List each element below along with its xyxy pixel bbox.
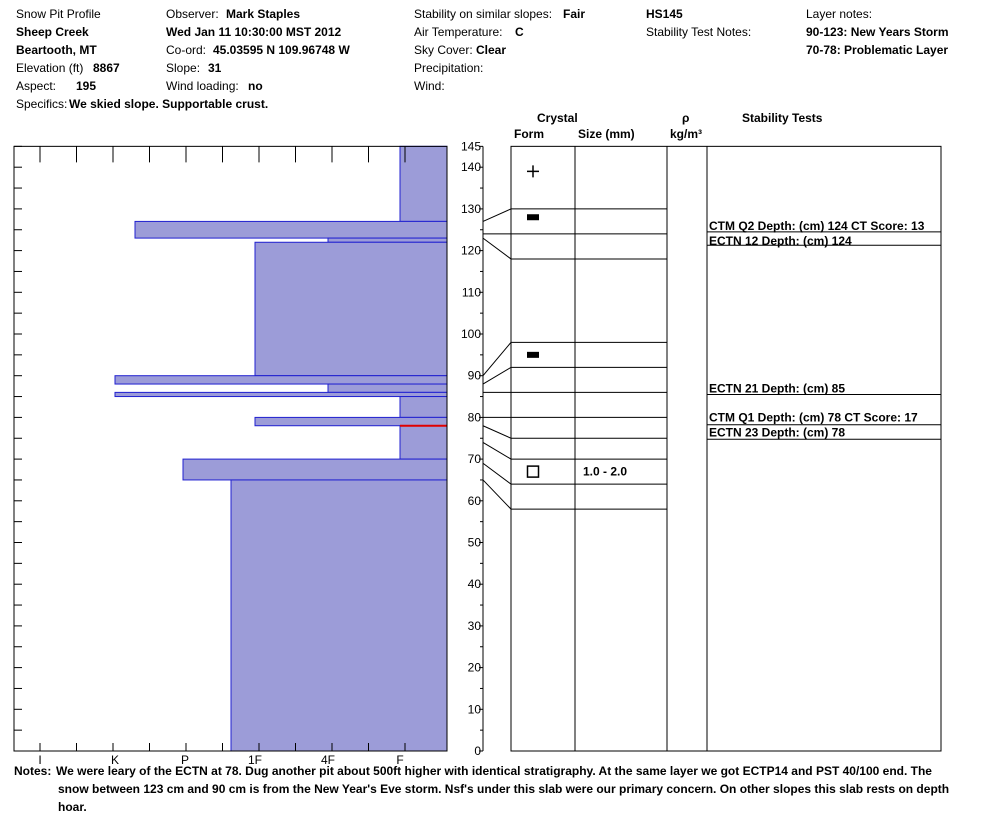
hardness-bar bbox=[254, 241, 448, 377]
wind-loading-value: no bbox=[248, 79, 263, 93]
depth-tick-label: 10 bbox=[468, 702, 482, 716]
hardness-bar bbox=[182, 458, 448, 481]
observation-datetime: Wed Jan 11 10:30:00 MST 2012 bbox=[166, 25, 342, 39]
coord-value: 45.03595 N 109.96748 W bbox=[213, 43, 350, 57]
range-name: Beartooth, MT bbox=[16, 43, 97, 57]
layer-boundary-line bbox=[482, 441, 667, 460]
crystal-rounded-icon bbox=[527, 351, 539, 358]
slope-value: 31 bbox=[208, 61, 222, 75]
specifics-label: Specifics: bbox=[16, 97, 68, 111]
hardness-bar bbox=[399, 145, 448, 222]
coord-label: Co-ord: bbox=[166, 43, 207, 57]
layer-boundary-line bbox=[482, 462, 667, 485]
depth-tick-label: 90 bbox=[468, 369, 482, 383]
notes-label: Notes: bbox=[14, 764, 52, 778]
notes-line: hoar. bbox=[58, 800, 87, 814]
depth-tick-label: 70 bbox=[468, 452, 482, 466]
depth-tick-label: 120 bbox=[461, 244, 481, 258]
hardness-bar bbox=[399, 396, 448, 418]
density-unit: kg/m³ bbox=[670, 127, 703, 141]
layer-boundary-line bbox=[482, 208, 667, 222]
elevation-value: 8867 bbox=[93, 61, 120, 75]
crystal-faceted-icon bbox=[526, 465, 540, 478]
stability-test-label: CTM Q1 Depth: (cm) 78 CT Score: 17 bbox=[709, 411, 918, 425]
sky-cover-label: Sky Cover: bbox=[414, 43, 473, 57]
depth-tick-label: 20 bbox=[468, 661, 482, 675]
depth-tick-label: 50 bbox=[468, 536, 482, 550]
hardness-bar bbox=[327, 237, 448, 243]
air-temp-label: Air Temperature: bbox=[414, 25, 503, 39]
stability-notes-label: Stability Test Notes: bbox=[646, 25, 752, 39]
hardness-tick-label: I bbox=[38, 753, 41, 767]
observer-label: Observer: bbox=[166, 7, 219, 21]
layer-boundary-line bbox=[482, 237, 667, 260]
depth-tick-label: 60 bbox=[468, 494, 482, 508]
hardness-plot-frame bbox=[13, 145, 448, 752]
form-header: Form bbox=[514, 127, 544, 141]
slope-label: Slope: bbox=[166, 61, 201, 75]
size-header: Size (mm) bbox=[578, 127, 635, 141]
layer-boundary-line bbox=[482, 479, 667, 510]
hardness-bar bbox=[114, 391, 448, 398]
notes-line: snow between 123 cm and 90 cm is from th… bbox=[58, 782, 950, 796]
aspect-label: Aspect: bbox=[16, 79, 57, 93]
elevation-label: Elevation (ft) bbox=[16, 61, 84, 75]
stability-test-label: ECTN 21 Depth: (cm) 85 bbox=[709, 382, 845, 396]
stability-test-label: ECTN 23 Depth: (cm) 78 bbox=[709, 426, 845, 440]
snow-height: HS145 bbox=[646, 7, 683, 21]
notes-line: We were leary of the ECTN at 78. Dug ano… bbox=[56, 764, 932, 778]
hardness-bar bbox=[114, 375, 448, 385]
hardness-bar bbox=[399, 425, 448, 460]
crystal-rounded-icon bbox=[527, 214, 539, 221]
layer-boundary-line bbox=[482, 341, 667, 377]
wind-label: Wind: bbox=[414, 79, 445, 93]
stability-test-label: CTM Q2 Depth: (cm) 124 CT Score: 13 bbox=[709, 219, 925, 233]
layer-boundary-line bbox=[482, 366, 667, 385]
crystal-size-label: 1.0 - 2.0 bbox=[583, 465, 627, 479]
crystal-header: Crystal bbox=[537, 111, 578, 125]
hardness-tick-label: 4F bbox=[321, 753, 335, 767]
location-name: Sheep Creek bbox=[16, 25, 89, 39]
depth-tick-label: 130 bbox=[461, 202, 481, 216]
hardness-tick-label: 1F bbox=[248, 753, 262, 767]
wind-loading-label: Wind loading: bbox=[166, 79, 239, 93]
layer-note: 90-123: New Years Storm bbox=[806, 25, 949, 39]
depth-tick-label: 0 bbox=[474, 744, 481, 758]
stability-value: Fair bbox=[563, 7, 586, 21]
precipitation-label: Precipitation: bbox=[414, 61, 484, 75]
depth-tick-label: 140 bbox=[461, 160, 481, 174]
hardness-tick-label: F bbox=[396, 753, 403, 767]
layer-table-frame bbox=[510, 145, 942, 752]
air-temp-value: C bbox=[515, 25, 524, 39]
layer-boundary-line bbox=[482, 425, 667, 439]
hardness-tick-label: K bbox=[111, 753, 119, 767]
specifics-value: We skied slope. Supportable crust. bbox=[69, 97, 269, 111]
stability-tests-header: Stability Tests bbox=[742, 111, 823, 125]
layer-note: 70-78: Problematic Layer bbox=[806, 43, 949, 57]
depth-tick-label: 100 bbox=[461, 327, 481, 341]
hardness-bar bbox=[254, 416, 448, 427]
hardness-bar bbox=[327, 383, 448, 393]
depth-tick-label: 145 bbox=[461, 139, 481, 153]
stability-test-label: ECTN 12 Depth: (cm) 124 bbox=[709, 234, 852, 248]
page-title: Snow Pit Profile bbox=[16, 7, 101, 21]
hardness-tick-label: P bbox=[181, 753, 189, 767]
hardness-bar bbox=[134, 220, 448, 239]
depth-tick-label: 80 bbox=[468, 410, 482, 424]
density-symbol: ρ bbox=[682, 111, 690, 125]
aspect-value: 195 bbox=[76, 79, 97, 93]
layer-notes-label: Layer notes: bbox=[806, 7, 873, 21]
depth-tick-label: 110 bbox=[462, 285, 481, 299]
depth-tick-label: 30 bbox=[468, 619, 482, 633]
hardness-bar bbox=[230, 479, 448, 752]
sky-cover-value: Clear bbox=[476, 43, 507, 57]
observer-value: Mark Staples bbox=[226, 7, 301, 21]
stability-label: Stability on similar slopes: bbox=[414, 7, 553, 21]
depth-tick-label: 40 bbox=[468, 577, 482, 591]
